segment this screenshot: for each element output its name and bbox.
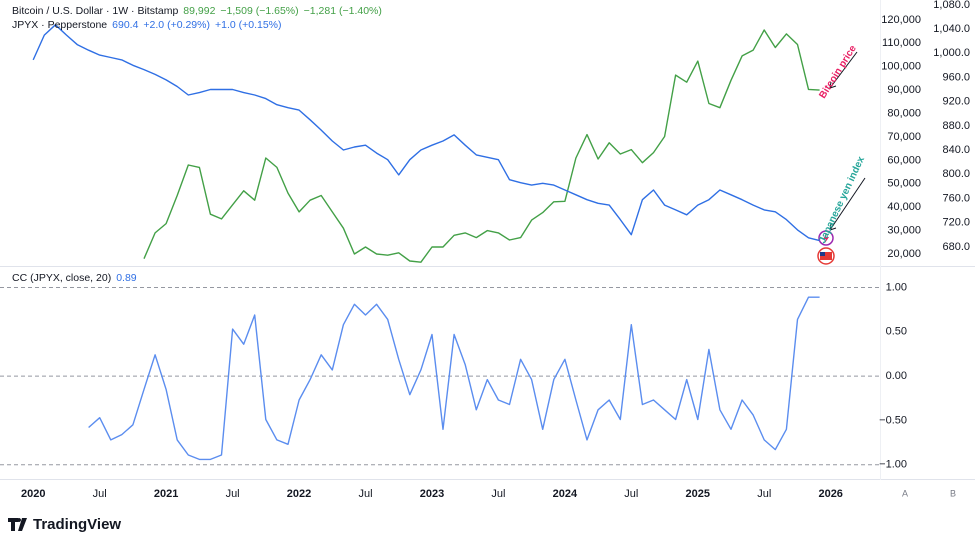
- x-tick-label: 2022: [287, 488, 311, 500]
- legend-row: CC (JPYX, close, 20) 0.89: [12, 272, 142, 284]
- legend-last: 0.89: [116, 272, 137, 284]
- y-tick-label: 120,000: [881, 14, 921, 26]
- y-tick-label: 840.0: [942, 144, 970, 156]
- y-tick-label: 1,080.0: [933, 0, 970, 11]
- annotation-arrow: [829, 177, 866, 231]
- legend-row: JPYX · Pepperstone 690.4 +2.0 (+0.29%) +1.0…: [12, 19, 287, 31]
- y-tick-label: −1.00: [879, 459, 907, 471]
- event-icon-bolt: [823, 233, 829, 243]
- y-tick-label: 50,000: [887, 178, 921, 190]
- y-tick-label: −0.50: [879, 414, 907, 426]
- y-tick-label: 800.0: [942, 168, 970, 180]
- y-tick-label: 110,000: [882, 37, 921, 49]
- flag-icon-stripes: [820, 252, 832, 260]
- annotation-arrowhead: [829, 81, 837, 89]
- flag-icon-canton: [820, 252, 825, 256]
- legend-change: −1,281 (−1.40%): [303, 5, 382, 17]
- x-tick-label: Jul: [358, 488, 372, 500]
- y-tick-label: 720.0: [942, 217, 970, 229]
- legend-last: 89,992: [183, 5, 216, 17]
- y-tick-label: 920.0: [942, 96, 970, 108]
- y-tick-label: 100,000: [881, 61, 921, 73]
- x-tick-label: 2023: [420, 488, 444, 500]
- x-tick-label: 2021: [154, 488, 178, 500]
- legend-change: +2.0 (+0.29%): [143, 19, 210, 31]
- legend-change: −1,509 (−1.65%): [220, 5, 299, 17]
- y-tick-label: 0.00: [886, 370, 907, 382]
- legend-name[interactable]: Bitcoin / U.S. Dollar · 1W · Bitstamp: [12, 5, 179, 17]
- x-tick-label: Jul: [491, 488, 505, 500]
- y-tick-label: 0.50: [886, 326, 907, 338]
- x-tick-label: Jul: [624, 488, 638, 500]
- annotation: Bitcoin price: [817, 43, 859, 101]
- y-tick-label: 1,040.0: [933, 23, 970, 35]
- y-tick-label: 960.0: [942, 71, 970, 83]
- y-tick-label: 80,000: [887, 107, 921, 119]
- x-tick-label: Jul: [93, 488, 107, 500]
- legend-last: 690.4: [112, 19, 139, 31]
- x-tick-label: 2026: [818, 488, 842, 500]
- annotation-arrow: [829, 51, 858, 89]
- y-tick-label: 20,000: [887, 248, 921, 260]
- brand-name[interactable]: TradingView: [33, 516, 121, 533]
- y-tick-label: 1,000.0: [933, 47, 970, 59]
- legend-name[interactable]: JPYX · Pepperstone: [12, 19, 108, 31]
- series-line: [143, 29, 820, 263]
- y-tick-label: 60,000: [887, 154, 921, 166]
- pane-button[interactable]: A: [902, 488, 908, 498]
- x-tick-label: 2020: [21, 488, 45, 500]
- y-tick-label: 90,000: [887, 84, 921, 96]
- x-tick-label: Jul: [757, 488, 771, 500]
- y-tick-label: 1.00: [886, 281, 907, 293]
- x-tick-label: Jul: [226, 488, 240, 500]
- pane-button[interactable]: B: [950, 488, 956, 498]
- legend-name[interactable]: CC (JPYX, close, 20): [12, 272, 112, 284]
- y-tick-label: 880.0: [942, 120, 970, 132]
- x-tick-label: 2024: [553, 488, 578, 500]
- legend-row: Bitcoin / U.S. Dollar · 1W · Bitstamp 89,…: [12, 5, 387, 17]
- y-tick-label: 680.0: [942, 241, 970, 253]
- y-tick-label: 70,000: [887, 131, 921, 143]
- legend-change: +1.0 (+0.15%): [214, 19, 282, 31]
- plot-area: [32, 24, 820, 263]
- y-tick-label: 760.0: [942, 192, 970, 204]
- series-line: [32, 24, 820, 242]
- annotation: Japanese yen index: [817, 155, 867, 246]
- annotation-arrowhead: [829, 223, 837, 231]
- x-tick-label: 2025: [686, 488, 710, 500]
- brand-logo[interactable]: [8, 518, 27, 531]
- y-tick-label: 30,000: [887, 224, 921, 236]
- y-tick-label: 40,000: [887, 201, 921, 213]
- series-line: [88, 296, 820, 461]
- plot-area: [88, 296, 820, 461]
